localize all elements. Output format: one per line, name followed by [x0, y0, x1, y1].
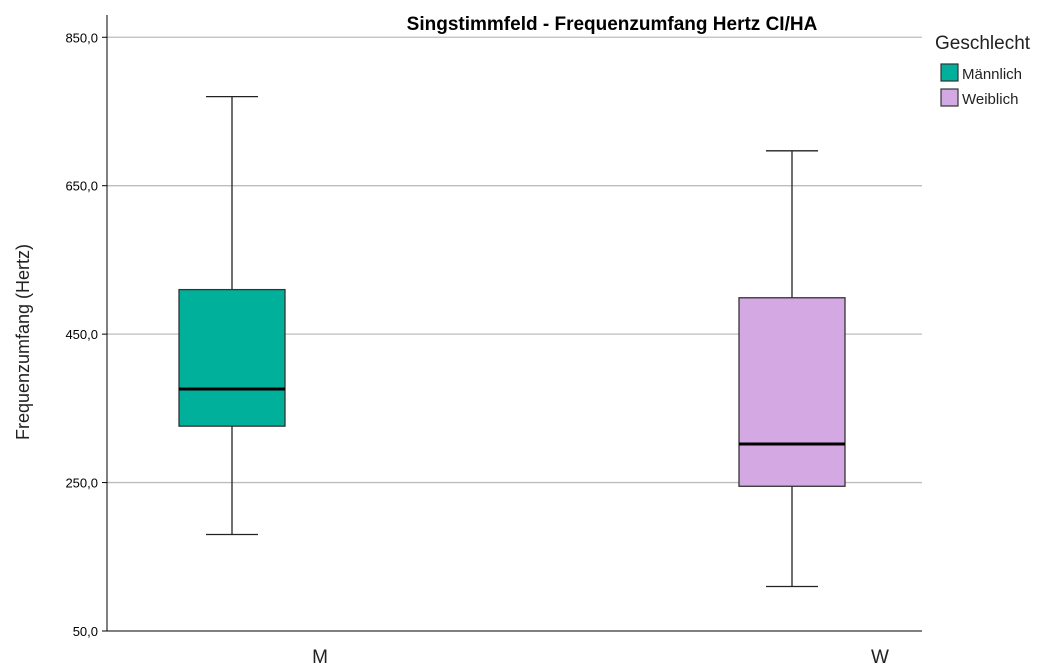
legend: Geschlecht Männlich Weiblich — [935, 33, 1031, 108]
y-axis-label: Frequenzumfang (Hertz) — [13, 244, 33, 440]
y-tick-label: 650,0 — [65, 179, 98, 194]
y-tick-label: 850,0 — [65, 30, 98, 45]
legend-item: Weiblich — [940, 88, 1018, 108]
y-tick-label: 250,0 — [65, 476, 98, 491]
axes: 50,0 250,0 450,0 650,0 850,0 M W — [65, 15, 922, 668]
chart-title: Singstimmfeld - Frequenzumfang Hertz CI/… — [407, 14, 818, 35]
box-group-m — [178, 95, 286, 536]
labels: Singstimmfeld - Frequenzumfang Hertz CI/… — [13, 14, 818, 440]
legend-title: Geschlecht — [935, 33, 1031, 54]
legend-swatch — [940, 63, 959, 82]
legend-swatch — [940, 88, 959, 107]
legend-item-label: Weiblich — [962, 91, 1018, 108]
y-tick-label: 50,0 — [73, 624, 98, 639]
legend-item-label: Männlich — [962, 66, 1022, 83]
box-group-w — [738, 150, 846, 588]
box-iqr — [738, 297, 846, 487]
y-tick-label: 450,0 — [65, 327, 98, 342]
box-iqr — [178, 288, 286, 427]
x-tick-label: W — [871, 647, 889, 668]
x-tick-label: M — [312, 647, 328, 668]
legend-item: Männlich — [940, 63, 1022, 83]
boxes — [178, 95, 846, 588]
